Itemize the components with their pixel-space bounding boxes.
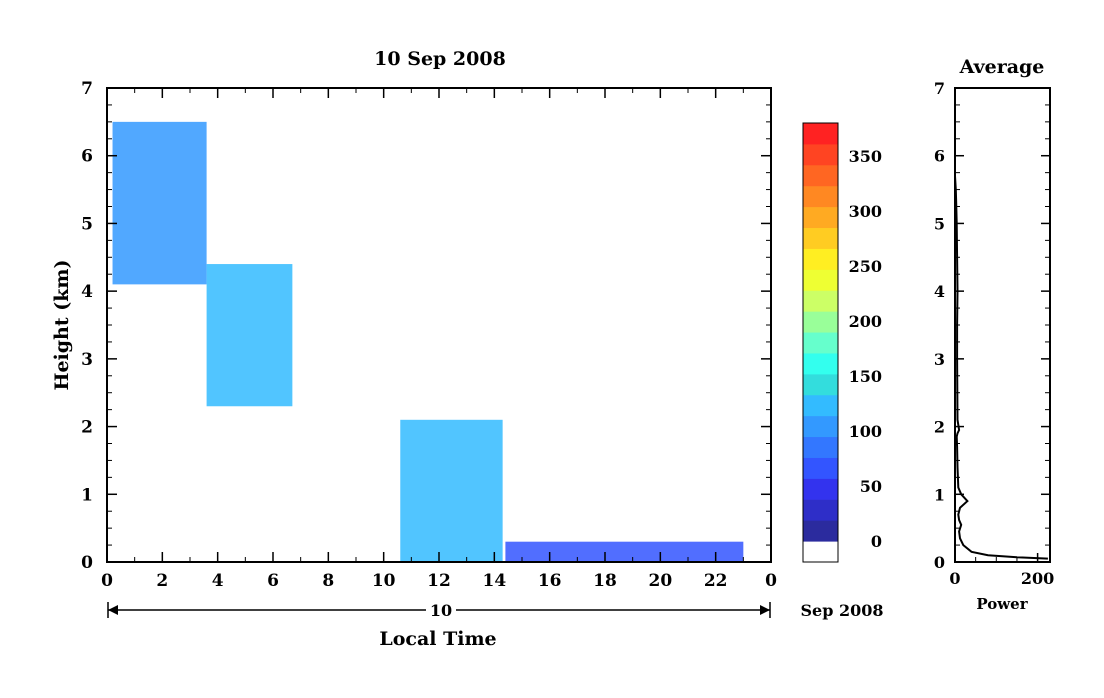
colorbar-tick-label: 50 (860, 477, 882, 496)
date-bar-day-label: 10 (430, 601, 452, 620)
colorbar-tick-label: 150 (849, 367, 882, 386)
colorbar-cell (803, 373, 838, 396)
colorbar-cell (803, 206, 838, 229)
average-x-axis-label: Power (976, 595, 1028, 613)
heatmap-feature-1 (112, 121, 207, 285)
average-y-tick-label: 4 (934, 282, 945, 301)
colorbar-tick-label: 100 (849, 422, 882, 441)
colorbar-cell (803, 520, 838, 542)
main-x-tick-label: 2 (156, 571, 168, 591)
date-bar-arrow-right (760, 605, 770, 615)
main-y-tick-label: 7 (81, 79, 93, 99)
main-heatmap-data (112, 121, 744, 562)
average-y-tick-label: 3 (934, 350, 945, 369)
main-x-tick-label: 14 (482, 571, 506, 591)
average-y-tick-label: 7 (934, 79, 945, 98)
main-x-tick-label: 6 (267, 571, 279, 591)
average-y-tick-label: 6 (934, 147, 945, 166)
main-x-tick-label: 20 (648, 571, 672, 591)
average-y-tick-label: 0 (934, 553, 945, 572)
colorbar: 0 50 100 150 200 250 300 350 (802, 122, 882, 563)
colorbar-cell (803, 269, 838, 291)
main-y-tick-label: 0 (81, 553, 93, 573)
average-title: Average (959, 56, 1045, 78)
main-x-tick-label: 12 (427, 571, 451, 591)
main-y-tick-label: 3 (81, 350, 93, 370)
main-y-tick-label: 4 (81, 282, 93, 302)
colorbar-cell (803, 436, 838, 458)
colorbar-cell (803, 248, 838, 270)
colorbar-cell (803, 457, 838, 479)
main-x-tick-label: 10 (372, 571, 396, 591)
colorbar-cell (803, 311, 838, 333)
main-title: 10 Sep 2008 (374, 48, 506, 70)
colorbar-cells (803, 123, 838, 563)
colorbar-tick-label: 250 (849, 257, 882, 276)
colorbar-tick-label: 350 (849, 147, 882, 166)
main-x-tick-label: 18 (593, 571, 617, 591)
colorbar-frame (802, 122, 839, 563)
main-x-tick-label: 4 (212, 571, 224, 591)
date-bar-arrow-left (108, 605, 118, 615)
average-y-axis: 0 1 2 3 4 5 6 7 (934, 79, 1050, 572)
main-x-tick-label: 0 (765, 571, 777, 591)
main-y-tick-label: 2 (81, 418, 93, 438)
average-y-tick-label: 5 (934, 214, 945, 233)
colorbar-cell (803, 164, 838, 187)
heatmap-feature-2 (206, 264, 293, 407)
main-x-axis-label: Local Time (379, 628, 496, 650)
colorbar-cell (803, 185, 838, 208)
main-x-tick-label: 8 (322, 571, 334, 591)
average-power-profile-line (954, 175, 1048, 560)
colorbar-cell (803, 123, 838, 145)
average-y-tick-label: 1 (934, 485, 945, 504)
main-y-tick-label: 5 (81, 214, 93, 234)
colorbar-cell (803, 290, 838, 312)
main-x-axis: 0 2 4 6 8 10 12 14 16 18 20 22 0 (101, 88, 777, 591)
average-x-tick-label: 200 (1021, 569, 1054, 588)
colorbar-tick-label: 300 (849, 202, 882, 221)
colorbar-tick-label: 0 (871, 532, 882, 551)
heatmap-feature-4 (505, 541, 744, 562)
main-y-axis-label: Height (km) (51, 260, 73, 391)
main-x-tick-label: 16 (538, 571, 562, 591)
date-bar: 10 Sep 2008 (107, 601, 884, 620)
main-x-tick-label: 22 (704, 571, 728, 591)
colorbar-cell (803, 143, 838, 166)
colorbar-cell (803, 352, 838, 375)
colorbar-tick-labels: 0 50 100 150 200 250 300 350 (849, 147, 882, 551)
colorbar-cell (803, 227, 838, 249)
main-y-tick-label: 1 (81, 485, 93, 505)
average-x-axis: 0 200 (949, 553, 1054, 588)
main-x-tick-label: 0 (101, 571, 113, 591)
date-bar-month-label: Sep 2008 (800, 601, 883, 620)
main-y-tick-label: 6 (81, 147, 93, 167)
colorbar-cell (803, 394, 838, 417)
colorbar-cell (803, 415, 838, 438)
average-x-tick-label: 0 (949, 569, 960, 588)
colorbar-cell (803, 499, 838, 521)
average-y-tick-label: 2 (934, 418, 945, 437)
colorbar-cell (803, 541, 838, 563)
colorbar-tick-label: 200 (849, 312, 882, 331)
average-plot-frame (954, 87, 1051, 563)
main-y-axis: 0 1 2 3 4 5 6 7 (81, 79, 771, 573)
average-profile-plot: Average 0 1 2 3 4 5 6 7 0 200 Power (934, 56, 1054, 613)
colorbar-cell (803, 332, 838, 354)
heatmap-feature-3 (400, 419, 503, 562)
colorbar-cell (803, 478, 838, 500)
